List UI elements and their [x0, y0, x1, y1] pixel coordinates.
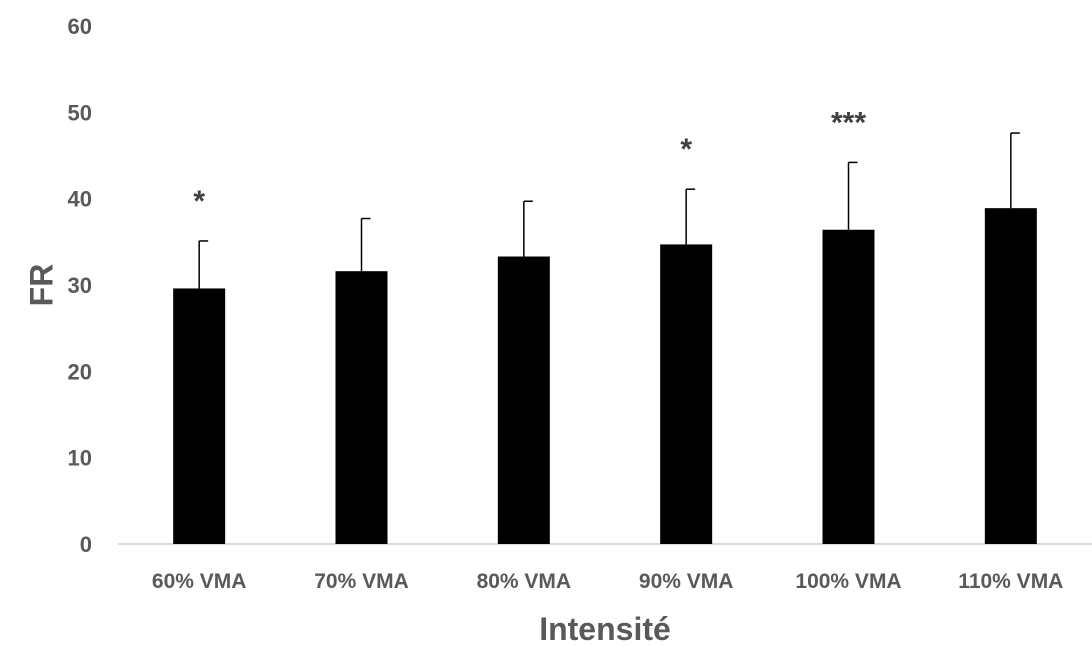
error-bar	[847, 161, 858, 230]
x-tick-label: 100% VMA	[795, 570, 901, 593]
error-bar	[523, 200, 533, 257]
y-axis-ticks: 0 10 20 30 40 50 60	[68, 14, 92, 557]
bar	[822, 229, 875, 544]
bar	[497, 256, 550, 544]
x-tick-label: 80% VMA	[477, 570, 572, 593]
error-bar	[198, 240, 209, 289]
bar	[173, 288, 226, 544]
x-tick-label: 90% VMA	[639, 570, 734, 593]
error-bars	[198, 132, 1020, 289]
y-tick-label: 30	[68, 273, 92, 298]
error-bar	[685, 188, 696, 245]
y-tick-label: 20	[68, 359, 92, 384]
bar	[984, 208, 1037, 544]
error-bar	[360, 217, 371, 272]
bar	[335, 271, 388, 544]
x-tick-label: 60% VMA	[152, 570, 247, 593]
significance-label: *	[193, 185, 205, 218]
error-bar	[1010, 132, 1020, 209]
significance-labels: *****	[193, 106, 866, 218]
x-axis-label: Intensité	[539, 611, 671, 646]
x-tick-label: 70% VMA	[314, 570, 409, 593]
x-tick-label: 110% VMA	[958, 570, 1063, 593]
significance-label: *	[680, 133, 692, 166]
y-tick-label: 0	[80, 532, 92, 557]
y-tick-label: 50	[68, 100, 92, 125]
x-axis-tick-labels: 60% VMA 70% VMA 80% VMA 90% VMA 100% VMA 110%…	[152, 570, 1063, 593]
bar	[660, 244, 713, 544]
y-tick-label: 40	[68, 187, 92, 212]
significance-label: ***	[831, 106, 866, 139]
y-tick-label: 10	[68, 446, 92, 471]
bars	[173, 208, 1037, 544]
y-tick-label: 60	[68, 14, 92, 39]
y-axis-label: FR	[23, 264, 59, 307]
